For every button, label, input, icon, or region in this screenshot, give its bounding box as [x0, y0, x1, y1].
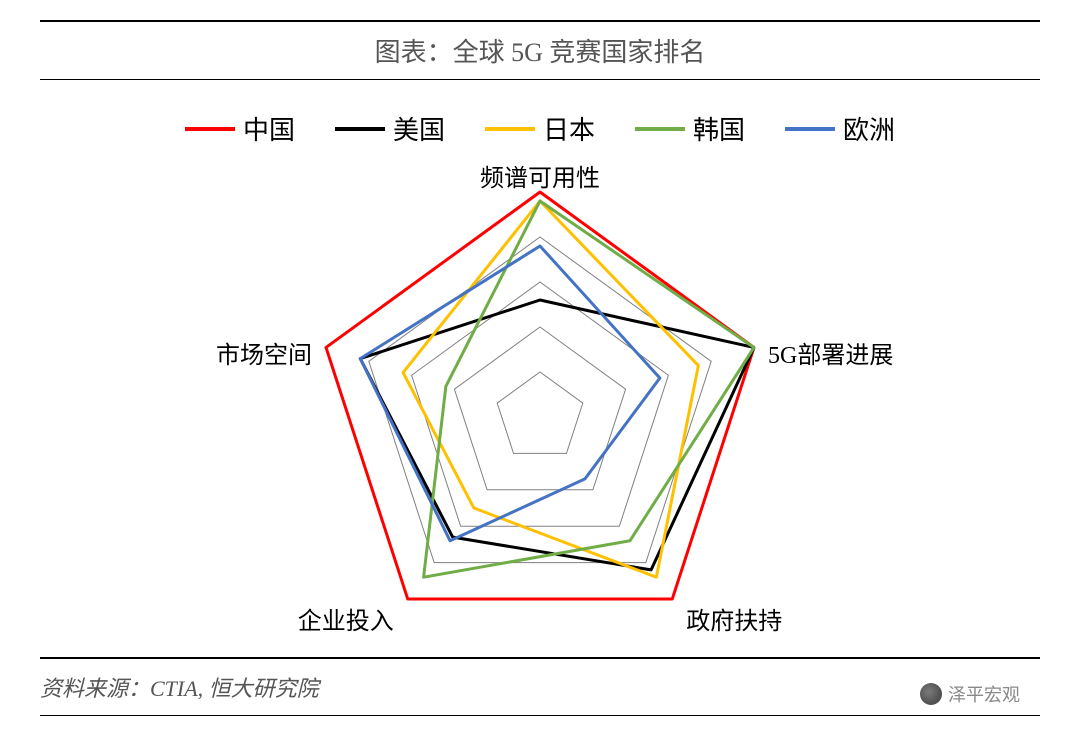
legend: 中国 美国 日本 韩国 欧洲	[40, 80, 1040, 157]
radar-axis-label: 市场空间	[216, 335, 312, 370]
radar-grid-ring	[454, 327, 625, 490]
legend-label: 韩国	[693, 110, 745, 147]
legend-swatch	[635, 127, 685, 131]
legend-item: 日本	[485, 110, 595, 147]
radar-axis-label: 频谱可用性	[480, 158, 600, 193]
chart-title: 图表：全球 5G 竞赛国家排名	[40, 20, 1040, 80]
radar-axis-label: 5G部署进展	[768, 335, 893, 370]
legend-label: 日本	[543, 110, 595, 147]
legend-swatch	[485, 127, 535, 131]
legend-label: 欧洲	[843, 110, 895, 147]
radar-axis-label: 企业投入	[298, 601, 394, 636]
watermark-icon	[920, 683, 942, 705]
radar-grid-ring	[369, 237, 711, 563]
legend-item: 美国	[335, 110, 445, 147]
radar-chart: 频谱可用性 5G部署进展政府扶持 企业投入 市场空间	[40, 157, 1040, 657]
radar-series	[424, 201, 754, 577]
watermark: 泽平宏观	[920, 681, 1020, 707]
legend-label: 美国	[393, 110, 445, 147]
source-text: 资料来源：CTIA, 恒大研究院	[40, 676, 319, 701]
legend-swatch	[785, 127, 835, 131]
legend-swatch	[335, 127, 385, 131]
legend-label: 中国	[243, 110, 295, 147]
legend-swatch	[185, 127, 235, 131]
watermark-text: 泽平宏观	[948, 681, 1020, 707]
legend-item: 中国	[185, 110, 295, 147]
legend-item: 韩国	[635, 110, 745, 147]
legend-item: 欧洲	[785, 110, 895, 147]
radar-grid-ring	[326, 192, 754, 599]
radar-grid-ring	[497, 372, 583, 453]
radar-axis-label: 政府扶持	[686, 601, 782, 636]
radar-series	[326, 192, 754, 599]
source-footer: 资料来源：CTIA, 恒大研究院 泽平宏观	[40, 657, 1040, 716]
